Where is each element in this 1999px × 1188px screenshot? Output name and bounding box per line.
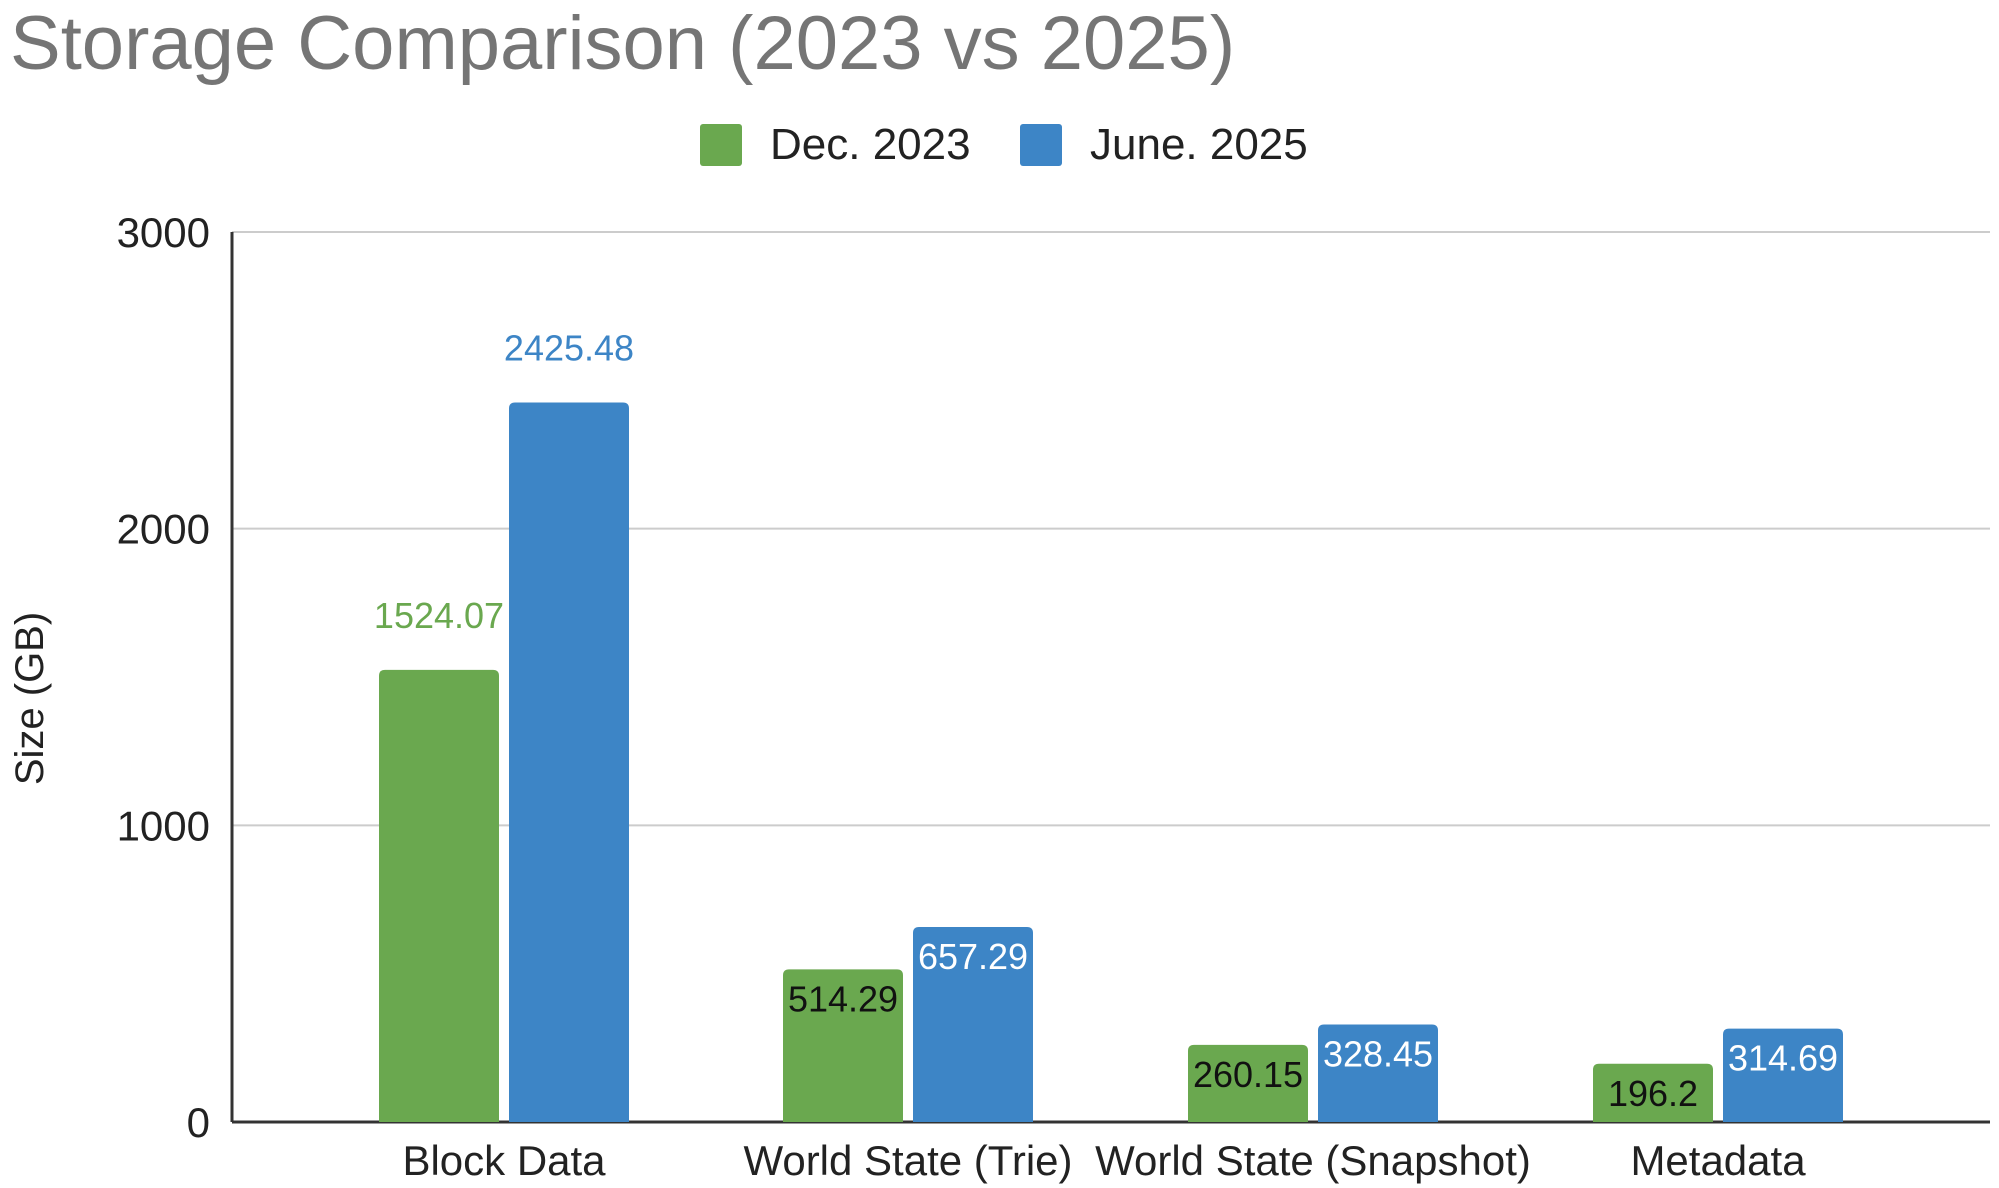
- bar: [509, 402, 629, 1123]
- x-tick-label: Block Data: [402, 1137, 606, 1184]
- y-tick-label: 3000: [117, 209, 210, 256]
- data-label: 196.2: [1608, 1073, 1698, 1114]
- legend-item-june-2025: June. 2025: [1020, 115, 1308, 175]
- x-tick-label: World State (Trie): [743, 1137, 1072, 1184]
- bar: [783, 969, 903, 1122]
- legend-swatch-dec-2023: [700, 124, 742, 166]
- legend-item-dec-2023: Dec. 2023: [700, 115, 971, 175]
- data-label: 657.29: [918, 936, 1028, 977]
- data-label: 328.45: [1323, 1034, 1433, 1075]
- data-label: 2425.48: [504, 327, 634, 368]
- chart-title: Storage Comparison (2023 vs 2025): [10, 1, 1236, 86]
- bar: [913, 927, 1033, 1122]
- x-tick-label: Metadata: [1630, 1137, 1806, 1184]
- bar: [1318, 1024, 1438, 1122]
- y-tick-label: 2000: [117, 506, 210, 553]
- legend: Dec. 2023 June. 2025: [0, 115, 1999, 175]
- data-label: 260.15: [1193, 1054, 1303, 1095]
- data-label: 1524.07: [374, 595, 504, 636]
- x-tick-label: World State (Snapshot): [1095, 1137, 1531, 1184]
- bar: [1723, 1028, 1843, 1122]
- data-label: 514.29: [788, 978, 898, 1019]
- bar: [379, 669, 499, 1122]
- legend-label-june-2025: June. 2025: [1090, 120, 1308, 169]
- legend-swatch-june-2025: [1020, 124, 1062, 166]
- legend-label-dec-2023: Dec. 2023: [770, 120, 971, 169]
- bar: [1188, 1044, 1308, 1122]
- bar: [1593, 1063, 1713, 1122]
- y-tick-label: 1000: [117, 802, 210, 849]
- y-tick-label: 0: [187, 1099, 210, 1146]
- data-label: 314.69: [1728, 1038, 1838, 1079]
